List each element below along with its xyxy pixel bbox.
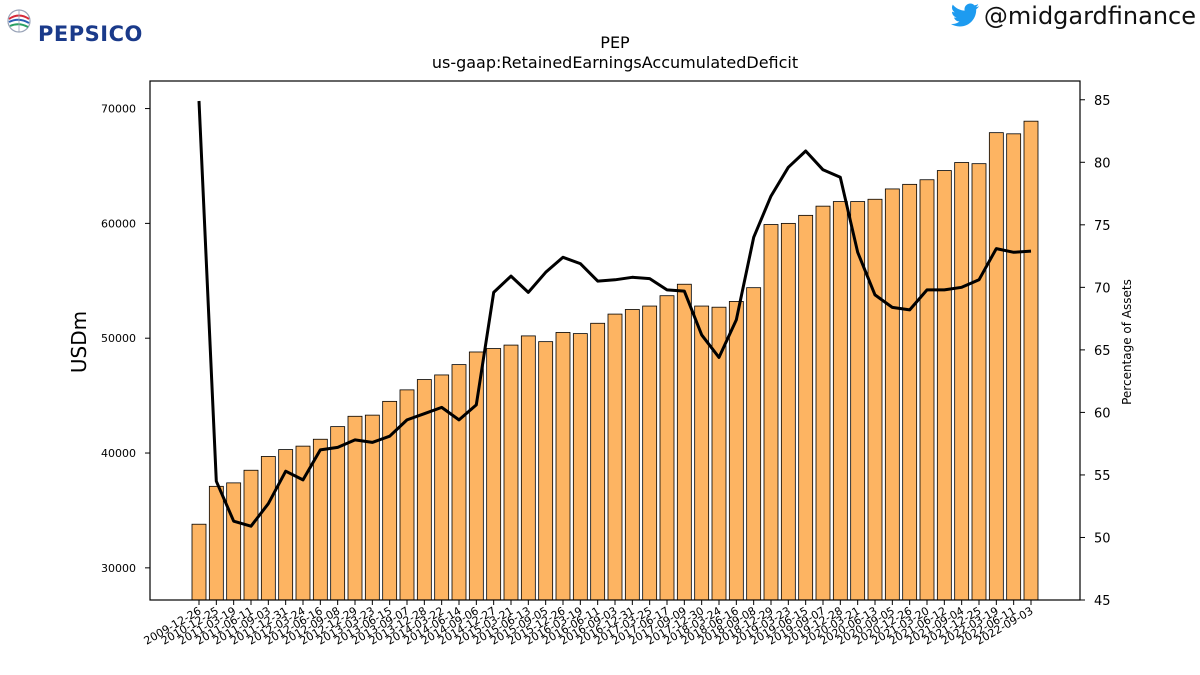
bar: [988, 132, 1004, 601]
twitter-handle[interactable]: @midgardfinance: [950, 2, 1196, 30]
y-tick-label: 40000: [101, 447, 136, 460]
bar: [1023, 120, 1039, 601]
bar: [330, 426, 346, 601]
y2-tick-label: 85: [1094, 94, 1111, 109]
bar: [954, 162, 970, 601]
bar: [468, 351, 484, 601]
bar: [555, 332, 571, 601]
y2-axis-label: Percentage of Assets: [1120, 279, 1134, 405]
bar: [624, 309, 640, 601]
bar: [815, 205, 831, 601]
bar: [572, 333, 588, 601]
bar: [780, 222, 796, 601]
bar: [486, 348, 502, 601]
bar: [832, 201, 848, 601]
bar: [919, 179, 935, 601]
bar-series: [191, 120, 1039, 601]
bar: [520, 335, 536, 601]
bar: [728, 301, 744, 601]
bar: [971, 163, 987, 601]
y-tick-label: 60000: [101, 217, 136, 230]
y-axis-label: USDm: [67, 311, 91, 373]
bar: [936, 170, 952, 601]
bar: [590, 322, 606, 601]
y-tick-label: 70000: [101, 103, 136, 116]
y2-tick-label: 70: [1094, 281, 1111, 296]
bar: [538, 341, 554, 601]
chart-subtitle: us-gaap:RetainedEarningsAccumulatedDefic…: [432, 53, 798, 72]
y-tick-label: 50000: [101, 332, 136, 345]
pepsico-globe-icon: [7, 9, 31, 33]
bar: [260, 456, 276, 601]
bar: [312, 438, 328, 601]
bar: [867, 198, 883, 601]
bar: [642, 305, 658, 601]
bar: [208, 485, 224, 601]
bar: [884, 188, 900, 601]
twitter-bird-icon: [950, 3, 979, 27]
bar: [763, 224, 779, 601]
bar: [226, 482, 242, 601]
chart-title: PEP: [600, 33, 630, 52]
bar: [798, 214, 814, 601]
y2-tick-label: 45: [1094, 594, 1111, 609]
bar: [902, 183, 918, 601]
x-axis: 2009-12-262010-12-252011-03-192011-06-11…: [142, 600, 1036, 648]
y2-tick-label: 75: [1094, 219, 1111, 234]
y2-tick-label: 50: [1094, 531, 1111, 546]
y2-tick-label: 55: [1094, 469, 1111, 484]
bar: [451, 364, 467, 601]
bar: [347, 415, 363, 601]
brand-logo-text: PEPSICO: [38, 22, 143, 46]
bar: [1006, 133, 1022, 601]
bar: [676, 283, 692, 601]
y2-tick-label: 60: [1094, 406, 1111, 421]
bar: [659, 295, 675, 601]
bar: [243, 469, 259, 601]
y2-tick-label: 65: [1094, 344, 1111, 359]
line-series: [197, 100, 1032, 528]
twitter-handle-text: @midgardfinance: [983, 2, 1196, 30]
y-axis-right: 45 50 55 60 65 70 75 80 85: [1080, 94, 1111, 609]
bar: [607, 313, 623, 601]
bar: [746, 287, 762, 601]
y2-tick-label: 80: [1094, 156, 1111, 171]
bar: [191, 523, 207, 601]
bar: [694, 305, 710, 601]
bar: [503, 344, 519, 601]
y-tick-label: 30000: [101, 562, 136, 575]
y-axis-left: 30000 40000 50000 60000 70000: [101, 103, 150, 575]
